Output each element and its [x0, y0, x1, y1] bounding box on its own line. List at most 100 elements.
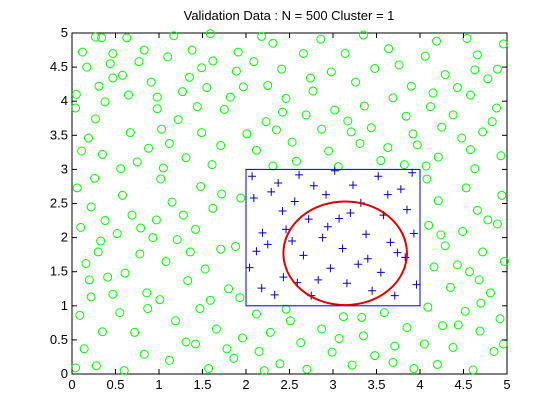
outside-point — [496, 151, 506, 161]
inside-point — [270, 290, 279, 299]
outside-point — [281, 304, 291, 314]
outside-point — [125, 128, 135, 138]
x-tick-label: 4 — [416, 377, 423, 392]
outside-point — [130, 327, 140, 337]
y-tick-label: 1 — [61, 298, 68, 313]
outside-point — [346, 127, 356, 137]
outside-point — [205, 295, 215, 305]
outside-point — [296, 338, 306, 348]
cluster-ellipse — [282, 200, 408, 307]
outside-point — [84, 275, 94, 285]
inside-point — [249, 194, 258, 203]
inside-point — [257, 284, 266, 293]
outside-point — [424, 220, 434, 230]
outside-point — [327, 347, 337, 357]
outside-point — [428, 88, 438, 98]
outside-point — [242, 129, 252, 139]
outside-point — [86, 292, 96, 302]
outside-point — [251, 145, 261, 155]
outside-point — [158, 163, 168, 173]
y-tick-label: 2.5 — [50, 196, 68, 211]
outside-point — [440, 70, 450, 80]
inside-point — [338, 244, 347, 253]
inside-point — [401, 253, 410, 262]
outside-point — [70, 363, 80, 373]
outside-point — [268, 38, 278, 48]
inside-point — [408, 168, 417, 177]
outside-point — [105, 59, 115, 69]
outside-point — [169, 31, 179, 41]
y-tick-label: 3.5 — [50, 127, 68, 142]
outside-point — [285, 316, 295, 326]
outside-point — [499, 339, 509, 349]
outside-point — [317, 324, 327, 334]
outside-point — [142, 288, 152, 298]
outside-point — [229, 353, 239, 363]
outside-point — [97, 149, 107, 159]
outside-point — [436, 230, 446, 240]
outside-point — [324, 146, 334, 156]
outside-point — [161, 256, 171, 266]
outside-point — [136, 223, 146, 233]
outside-point — [91, 361, 101, 371]
outside-point — [72, 183, 82, 193]
outside-point — [458, 226, 468, 236]
outside-point — [499, 39, 509, 49]
outside-point — [112, 229, 122, 239]
outside-point — [93, 247, 103, 257]
outside-point — [251, 309, 261, 319]
outside-point — [135, 249, 145, 259]
outside-point — [302, 364, 312, 374]
outside-point — [152, 92, 162, 102]
outside-point — [222, 344, 232, 354]
inside-point — [390, 291, 399, 300]
outside-point — [483, 74, 493, 84]
y-tick-label: 3 — [61, 161, 68, 176]
outside-point — [225, 92, 235, 102]
outside-point — [278, 107, 288, 117]
outside-point — [90, 173, 100, 183]
outside-point — [432, 36, 442, 46]
outside-point — [390, 341, 400, 351]
x-tick-label: 1 — [155, 377, 162, 392]
inside-point — [299, 251, 308, 260]
outside-point — [108, 289, 118, 299]
outside-point — [483, 215, 493, 225]
outside-point — [191, 224, 201, 234]
outside-point — [117, 70, 127, 80]
inside-point — [368, 286, 377, 295]
outside-point — [156, 174, 166, 184]
inside-point — [386, 238, 395, 247]
outside-point — [358, 331, 368, 341]
outside-point — [259, 366, 269, 376]
outside-point — [478, 247, 488, 257]
outside-point — [167, 197, 177, 207]
inside-point — [402, 205, 411, 214]
outside-point — [90, 32, 100, 42]
y-tick-label: 4 — [61, 93, 68, 108]
outside-point — [116, 164, 126, 174]
inside-point — [376, 268, 385, 277]
outside-point — [370, 351, 380, 361]
inside-point — [326, 264, 335, 273]
outside-point — [433, 152, 443, 162]
outside-point — [97, 33, 107, 43]
outside-point — [155, 295, 165, 305]
outside-point — [468, 365, 478, 375]
outside-point — [146, 77, 156, 87]
outside-point — [419, 339, 429, 349]
outside-point — [122, 33, 132, 43]
outside-point — [440, 241, 450, 251]
outside-point — [261, 117, 271, 127]
x-tick-label: 4.5 — [454, 377, 472, 392]
outside-point — [476, 298, 486, 308]
x-tick-label: 0.5 — [106, 377, 124, 392]
outside-point — [383, 143, 393, 153]
outside-point — [71, 89, 81, 99]
outside-point — [277, 64, 287, 74]
outside-point — [347, 360, 357, 370]
outside-point — [412, 140, 422, 150]
outside-point — [70, 103, 80, 113]
inside-point — [258, 228, 267, 237]
outside-point — [238, 82, 248, 92]
